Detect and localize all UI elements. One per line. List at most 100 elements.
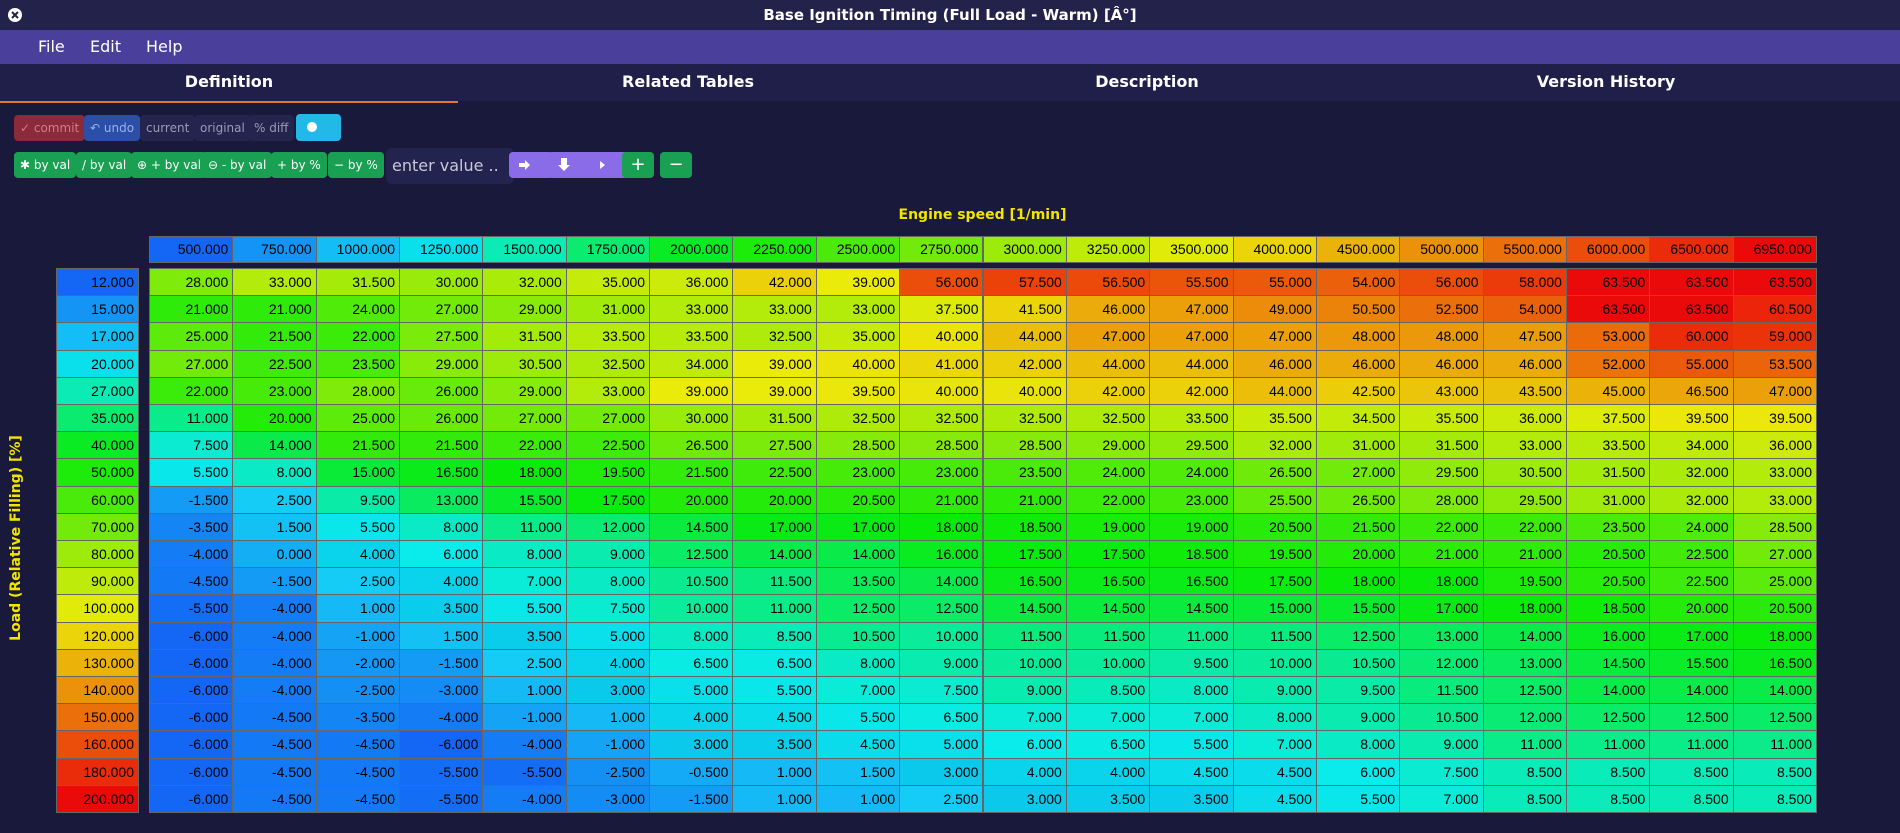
table-cell[interactable]: 1.000 bbox=[815, 784, 901, 813]
table-cell[interactable]: 30.000 bbox=[649, 404, 734, 433]
table-cell[interactable]: 46.000 bbox=[1315, 349, 1401, 378]
table-cell[interactable]: 8.500 bbox=[1649, 784, 1734, 813]
table-cell[interactable]: 9.000 bbox=[1315, 703, 1401, 732]
table-cell[interactable]: 14.500 bbox=[649, 512, 734, 541]
table-cell[interactable]: 34.000 bbox=[1649, 431, 1734, 460]
table-cell[interactable]: -4.500 bbox=[232, 730, 317, 759]
table-cell[interactable]: -4.500 bbox=[315, 784, 401, 813]
table-cell[interactable]: 31.000 bbox=[1565, 485, 1651, 514]
table-cell[interactable]: 18.000 bbox=[482, 458, 567, 487]
table-cell[interactable]: 21.000 bbox=[1399, 540, 1484, 569]
table-cell[interactable]: 52.500 bbox=[1399, 295, 1484, 324]
table-cell[interactable]: -6.000 bbox=[149, 730, 234, 759]
table-cell[interactable]: 4.500 bbox=[1149, 757, 1234, 786]
table-cell[interactable]: 39.000 bbox=[732, 376, 817, 405]
table-cell[interactable]: 15.000 bbox=[1232, 594, 1317, 623]
operation-button[interactable]: + by % bbox=[271, 152, 327, 178]
table-cell[interactable]: 3.500 bbox=[1065, 784, 1151, 813]
table-cell[interactable]: 31.500 bbox=[315, 268, 401, 297]
table-cell[interactable]: 58.000 bbox=[1482, 268, 1567, 297]
table-cell[interactable]: 32.500 bbox=[1065, 404, 1151, 433]
table-cell[interactable]: 47.500 bbox=[1482, 322, 1567, 351]
table-cell[interactable]: 9.000 bbox=[1232, 676, 1317, 705]
table-cell[interactable]: 12.500 bbox=[649, 540, 734, 569]
table-cell[interactable]: 40.000 bbox=[815, 349, 901, 378]
table-cell[interactable]: 31.500 bbox=[732, 404, 817, 433]
table-cell[interactable]: 55.500 bbox=[1149, 268, 1234, 297]
table-cell[interactable]: 27.000 bbox=[565, 404, 651, 433]
table-cell[interactable]: 25.000 bbox=[315, 404, 401, 433]
table-cell[interactable]: 26.000 bbox=[399, 376, 484, 405]
table-cell[interactable]: 31.500 bbox=[1565, 458, 1651, 487]
table-cell[interactable]: 44.000 bbox=[1149, 349, 1234, 378]
table-cell[interactable]: 8.000 bbox=[649, 621, 734, 650]
table-cell[interactable]: 3.500 bbox=[732, 730, 817, 759]
table-cell[interactable]: -6.000 bbox=[149, 784, 234, 813]
table-cell[interactable]: 28.500 bbox=[815, 431, 901, 460]
table-cell[interactable]: -1.000 bbox=[315, 621, 401, 650]
table-cell[interactable]: 5.500 bbox=[1315, 784, 1401, 813]
table-cell[interactable]: 29.000 bbox=[1065, 431, 1151, 460]
table-cell[interactable]: 8.500 bbox=[1482, 784, 1567, 813]
table-cell[interactable]: 14.500 bbox=[982, 594, 1067, 623]
table-cell[interactable]: 10.500 bbox=[649, 567, 734, 596]
table-cell[interactable]: 12.000 bbox=[1399, 648, 1484, 677]
table-cell[interactable]: 20.500 bbox=[1732, 594, 1817, 623]
table-cell[interactable]: -6.000 bbox=[149, 757, 234, 786]
table-cell[interactable]: 36.000 bbox=[1482, 404, 1567, 433]
table-cell[interactable]: 55.000 bbox=[1232, 268, 1317, 297]
table-cell[interactable]: 53.000 bbox=[1565, 322, 1651, 351]
table-cell[interactable]: 21.500 bbox=[232, 322, 317, 351]
table-cell[interactable]: 3.000 bbox=[565, 676, 651, 705]
table-cell[interactable]: 17.000 bbox=[1649, 621, 1734, 650]
table-cell[interactable]: 49.000 bbox=[1232, 295, 1317, 324]
table-cell[interactable]: 14.000 bbox=[899, 567, 984, 596]
table-cell[interactable]: 23.500 bbox=[1565, 512, 1651, 541]
table-cell[interactable]: 17.000 bbox=[815, 512, 901, 541]
table-cell[interactable]: 39.500 bbox=[815, 376, 901, 405]
toolbar-button[interactable]: ↶ undo bbox=[84, 115, 141, 141]
table-cell[interactable]: 50.500 bbox=[1315, 295, 1401, 324]
table-cell[interactable]: -4.000 bbox=[232, 676, 317, 705]
table-cell[interactable]: 10.000 bbox=[1232, 648, 1317, 677]
table-cell[interactable]: 10.000 bbox=[899, 621, 984, 650]
table-cell[interactable]: 31.500 bbox=[1399, 431, 1484, 460]
table-cell[interactable]: 26.000 bbox=[399, 404, 484, 433]
table-cell[interactable]: 33.000 bbox=[1732, 485, 1817, 514]
table-cell[interactable]: 1.500 bbox=[232, 512, 317, 541]
table-cell[interactable]: -6.000 bbox=[399, 730, 484, 759]
table-cell[interactable]: 7.000 bbox=[982, 703, 1067, 732]
table-cell[interactable]: 31.000 bbox=[565, 295, 651, 324]
table-cell[interactable]: 9.500 bbox=[1149, 648, 1234, 677]
table-cell[interactable]: 1.000 bbox=[482, 676, 567, 705]
table-cell[interactable]: 8.500 bbox=[1565, 784, 1651, 813]
table-cell[interactable]: -1.500 bbox=[232, 567, 317, 596]
table-cell[interactable]: 4.000 bbox=[1065, 757, 1151, 786]
table-cell[interactable]: 25.000 bbox=[149, 322, 234, 351]
table-cell[interactable]: 42.000 bbox=[982, 349, 1067, 378]
table-cell[interactable]: 20.000 bbox=[232, 404, 317, 433]
table-cell[interactable]: 3.000 bbox=[899, 757, 984, 786]
table-cell[interactable]: 7.500 bbox=[565, 594, 651, 623]
table-cell[interactable]: 6.500 bbox=[899, 703, 984, 732]
table-cell[interactable]: -3.500 bbox=[315, 703, 401, 732]
table-cell[interactable]: 11.500 bbox=[1232, 621, 1317, 650]
table-cell[interactable]: 14.500 bbox=[1149, 594, 1234, 623]
table-cell[interactable]: 6.500 bbox=[1065, 730, 1151, 759]
table-cell[interactable]: 40.000 bbox=[982, 376, 1067, 405]
table-cell[interactable]: 31.500 bbox=[482, 322, 567, 351]
table-cell[interactable]: 21.500 bbox=[399, 431, 484, 460]
table-cell[interactable]: 24.000 bbox=[1649, 512, 1734, 541]
table-cell[interactable]: 13.000 bbox=[1399, 621, 1484, 650]
table-cell[interactable]: 19.000 bbox=[1065, 512, 1151, 541]
table-cell[interactable]: -4.000 bbox=[232, 621, 317, 650]
table-cell[interactable]: 60.000 bbox=[1649, 322, 1734, 351]
table-cell[interactable]: 52.000 bbox=[1565, 349, 1651, 378]
table-cell[interactable]: -0.500 bbox=[649, 757, 734, 786]
table-cell[interactable]: 14.000 bbox=[232, 431, 317, 460]
table-cell[interactable]: 11.000 bbox=[732, 594, 817, 623]
table-cell[interactable]: 18.000 bbox=[899, 512, 984, 541]
table-cell[interactable]: 17.500 bbox=[565, 485, 651, 514]
table-cell[interactable]: 29.000 bbox=[482, 376, 567, 405]
table-cell[interactable]: 6.500 bbox=[649, 648, 734, 677]
